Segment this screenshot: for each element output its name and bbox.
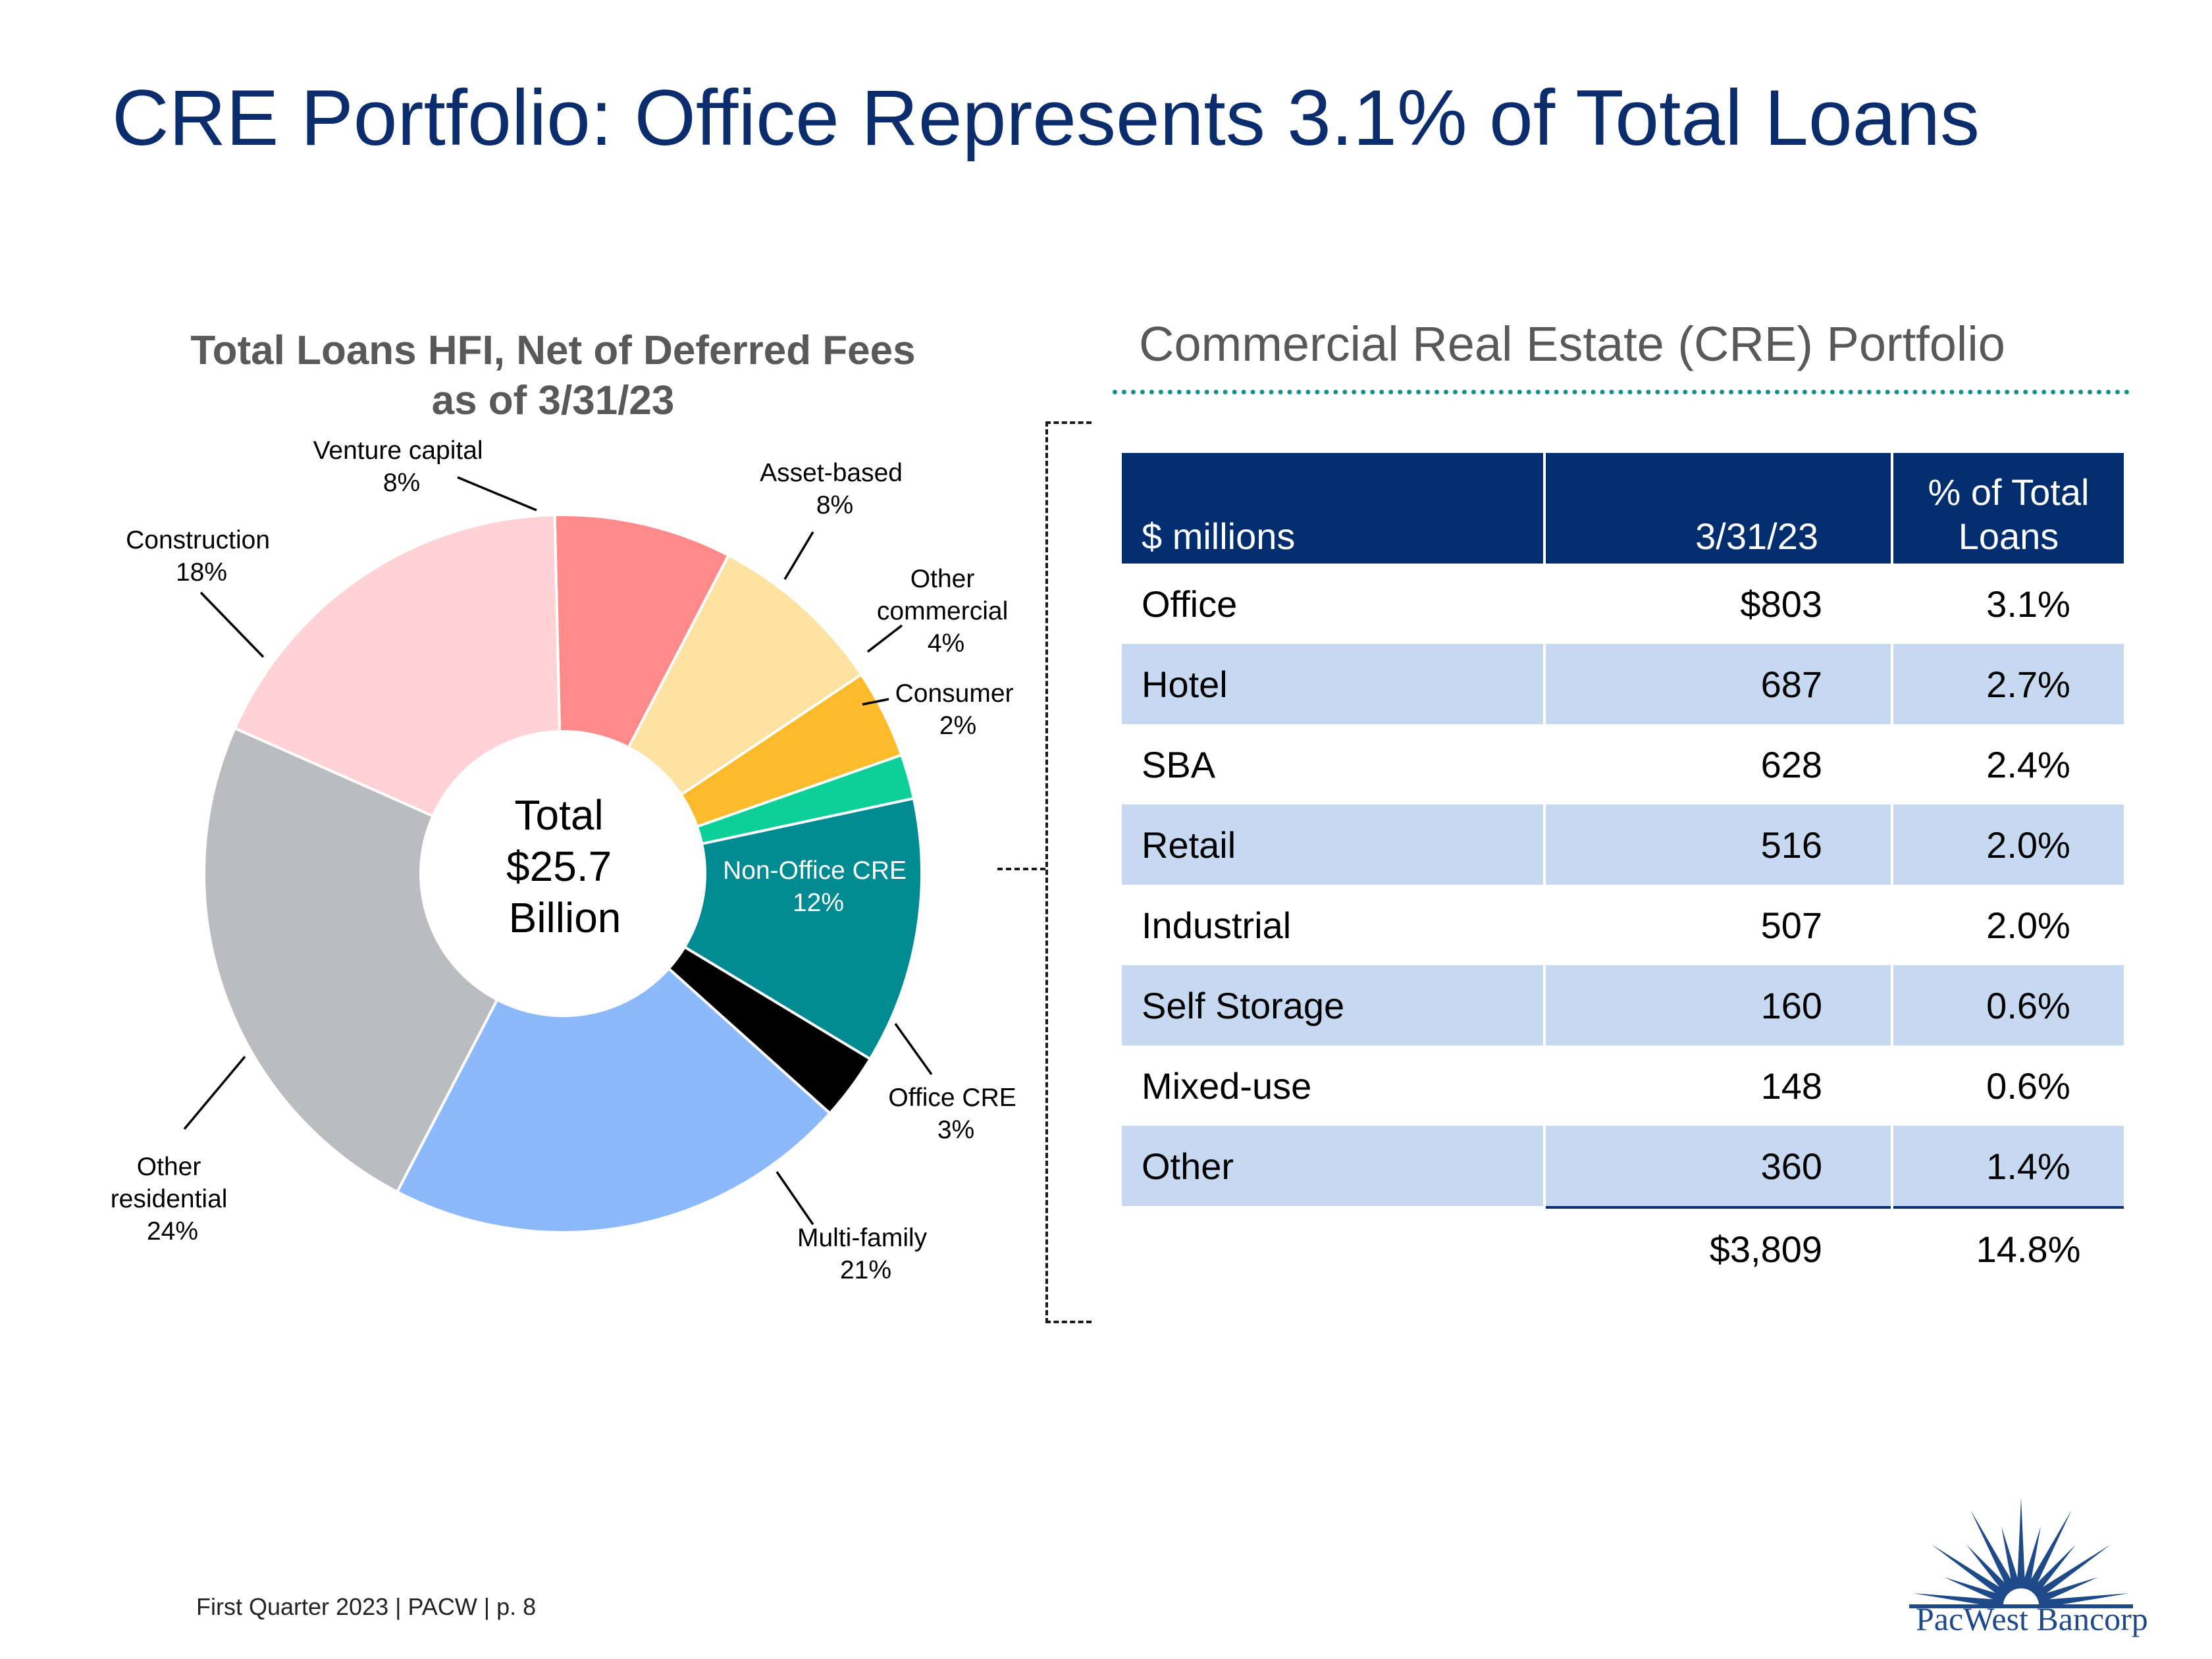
row-pct: 3.1% bbox=[1986, 583, 2070, 625]
chart-title-line-1: Total Loans HFI, Net of Deferred Fees bbox=[190, 328, 916, 373]
slice-label-multi-family: Multi-family 21% bbox=[797, 1224, 934, 1284]
table-row: Hotel 687 2.7% bbox=[1122, 644, 2124, 724]
slice-label-consumer: Consumer 2% bbox=[895, 679, 1021, 740]
total-blank-cell bbox=[1122, 1206, 1543, 1289]
row-name: Industrial bbox=[1142, 904, 1292, 946]
row-value: 360 bbox=[1546, 1126, 1891, 1206]
row-value: 516 bbox=[1546, 804, 1891, 885]
row-pct: 0.6% bbox=[1893, 965, 2124, 1045]
leader-line-other-commercial bbox=[866, 624, 903, 653]
table-row: Self Storage 160 0.6% bbox=[1122, 965, 2124, 1045]
row-value: 160 bbox=[1546, 965, 1891, 1045]
row-value: $803 bbox=[1740, 583, 1822, 625]
row-pct: 2.0% bbox=[1893, 804, 2124, 885]
table-row: Office $803 3.1% bbox=[1122, 564, 2124, 644]
leader-line-venture-capital bbox=[457, 476, 537, 512]
row-value: 148 bbox=[1760, 1065, 1822, 1107]
table-row: Industrial 507 2.0% bbox=[1122, 885, 2124, 965]
row-name: Self Storage bbox=[1122, 965, 1543, 1045]
slice-label-asset-based: Asset-based 8% bbox=[760, 459, 910, 519]
chart-title-line-2: as of 3/31/23 bbox=[431, 377, 675, 423]
logo-ray bbox=[2030, 1544, 2076, 1596]
logo-ray bbox=[1966, 1544, 2013, 1596]
table-row: SBA 628 2.4% bbox=[1122, 724, 2124, 804]
table-header-row: $ millions 3/31/23 % of Total Loans bbox=[1122, 453, 2124, 564]
row-pct: 2.4% bbox=[1986, 743, 2070, 785]
header-date: 3/31/23 bbox=[1546, 453, 1891, 564]
row-name: Retail bbox=[1122, 804, 1543, 885]
slice-label-non-office-cre: Non-Office CRE 12% bbox=[723, 856, 914, 917]
portfolio-bracket bbox=[1045, 421, 1092, 1323]
logo-ray bbox=[1970, 1510, 2016, 1593]
table-row: Other 360 1.4% bbox=[1122, 1126, 2124, 1206]
leader-lines bbox=[183, 476, 933, 1225]
row-name: Office bbox=[1142, 583, 1238, 625]
row-name: Mixed-use bbox=[1142, 1065, 1312, 1107]
leader-line-other-residential bbox=[183, 1055, 246, 1130]
slice-label-venture-capital: Venture capital 8% bbox=[313, 436, 490, 497]
portfolio-bracket-connector bbox=[997, 868, 1045, 870]
table-row: Retail 516 2.0% bbox=[1122, 804, 2124, 885]
dotted-divider bbox=[1113, 390, 2130, 394]
row-value: 687 bbox=[1546, 644, 1891, 724]
leader-line-multi-family bbox=[776, 1171, 814, 1225]
leader-line-office-cre bbox=[894, 1022, 933, 1076]
slice-label-other-commercial: Other commercial 4% bbox=[877, 565, 1015, 658]
row-pct: 2.0% bbox=[1986, 904, 2070, 946]
row-value: 507 bbox=[1760, 904, 1822, 946]
table-row: Mixed-use 148 0.6% bbox=[1122, 1045, 2124, 1126]
row-pct: 0.6% bbox=[1986, 1065, 2070, 1107]
leader-line-consumer bbox=[862, 698, 889, 706]
table-total-row: $3,809 14.8% bbox=[1122, 1206, 2124, 1289]
slice-label-other-residential: Other residential 24% bbox=[111, 1153, 235, 1246]
header-millions: $ millions bbox=[1122, 453, 1543, 564]
logo-ray bbox=[2001, 1526, 2021, 1590]
leader-line-construction bbox=[199, 591, 265, 658]
logo-ray bbox=[2021, 1526, 2041, 1590]
total-value: $3,809 bbox=[1546, 1206, 1891, 1289]
row-name: SBA bbox=[1142, 743, 1216, 785]
logo-ray bbox=[2026, 1510, 2072, 1593]
table-title: Commercial Real Estate (CRE) Portfolio bbox=[1139, 317, 2005, 371]
leader-line-asset-based bbox=[783, 531, 814, 580]
logo-ray bbox=[1944, 1577, 2006, 1604]
pie-slice-multi-family bbox=[395, 871, 832, 1234]
header-pct-total-loans: % of Total Loans bbox=[1893, 453, 2124, 564]
row-name: Other bbox=[1122, 1126, 1543, 1206]
total-pct: 14.8% bbox=[1893, 1206, 2124, 1289]
row-pct: 2.7% bbox=[1893, 644, 2124, 724]
chart-title: Total Loans HFI, Net of Deferred Fees as… bbox=[105, 326, 1001, 425]
logo-ray bbox=[2036, 1577, 2098, 1604]
row-name: Hotel bbox=[1122, 644, 1543, 724]
logo-text: PacWest Bancorp bbox=[1916, 1600, 2148, 1637]
logo-ray bbox=[1932, 1544, 2009, 1600]
page-title: CRE Portfolio: Office Represents 3.1% of… bbox=[112, 74, 1980, 162]
slice-label-construction: Construction 18% bbox=[126, 526, 277, 587]
row-pct: 1.4% bbox=[1893, 1126, 2124, 1206]
donut-hole bbox=[419, 730, 706, 1017]
slice-label-office-cre: Office CRE 3% bbox=[888, 1084, 1023, 1144]
row-value: 628 bbox=[1760, 743, 1822, 785]
donut-center-label: Total $25.7 Billion bbox=[506, 791, 623, 941]
logo-ray bbox=[2016, 1498, 2026, 1589]
footer-text: First Quarter 2023 | PACW | p. 8 bbox=[196, 1593, 537, 1620]
pacwest-logo-icon bbox=[1909, 1498, 2133, 1616]
cre-portfolio-table: $ millions 3/31/23 % of Total Loans Offi… bbox=[1119, 453, 2126, 1289]
logo-ray bbox=[2033, 1544, 2111, 1600]
